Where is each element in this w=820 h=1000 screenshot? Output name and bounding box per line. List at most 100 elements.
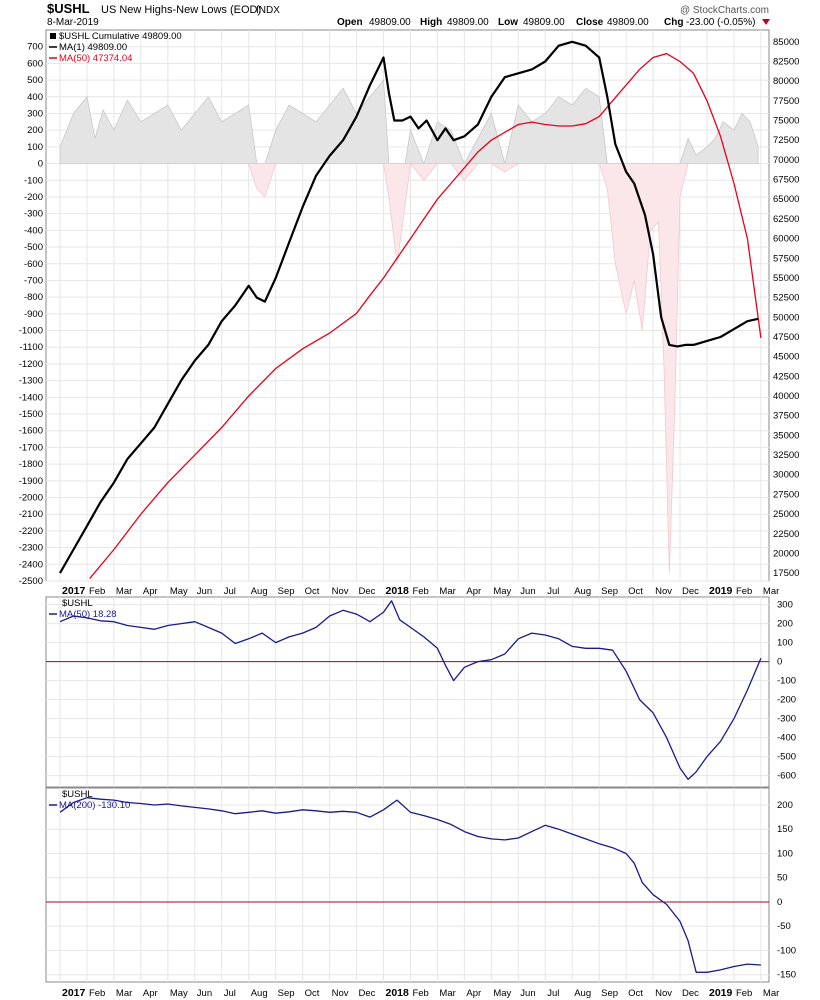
left-tick-label: -2400 [19, 559, 43, 570]
right-tick-label: 100 [777, 848, 793, 859]
main-panel: 700 600 500 400 300 200 100 0 -100 -200 -300 -400 -5… [19, 30, 799, 587]
legend-swatch-square [50, 33, 56, 39]
left-tick-label: -1200 [19, 359, 43, 370]
right-tick-label: 82500 [773, 56, 799, 67]
legend-text: MA(1) 49809.00 [59, 42, 127, 53]
left-tick-label: -2300 [19, 543, 43, 554]
right-tick-label: 300 [777, 600, 793, 611]
left-tick-label: 0 [38, 159, 43, 170]
ma50-panel: 300 200 100 0 -100 -200 -300 -400 -500 -600 $USHLM… [46, 597, 796, 787]
right-tick-label: 32500 [773, 450, 799, 461]
right-tick-label: 27500 [773, 489, 799, 500]
right-tick-label: 0 [777, 897, 782, 908]
x-tick-label: Feb [736, 988, 752, 999]
watermark: @ StockCharts.com [680, 5, 769, 16]
x-tick-label: Dec [682, 988, 699, 999]
left-tick-label: 700 [27, 42, 43, 53]
right-tick-label: 77500 [773, 96, 799, 107]
right-tick-label: 80000 [773, 76, 799, 87]
right-tick-label: 100 [777, 638, 793, 649]
low-value: 49809.00 [523, 17, 565, 28]
chg-label: Chg [664, 17, 683, 28]
left-tick-label: -2500 [19, 576, 43, 587]
left-tick-label: 300 [27, 108, 43, 119]
right-tick-label: 150 [777, 824, 793, 835]
right-tick-label: -200 [777, 695, 796, 706]
right-tick-label: 30000 [773, 470, 799, 481]
x-tick-label: Jun [197, 586, 212, 597]
right-tick-label: 50000 [773, 312, 799, 323]
x-tick-label: Oct [305, 988, 320, 999]
x-tick-label: Oct [305, 586, 320, 597]
right-tick-label: 42500 [773, 371, 799, 382]
x-tick-label: Nov [655, 988, 672, 999]
x-tick-label: Jun [197, 988, 212, 999]
high-label: High [420, 17, 442, 28]
x-tick-label: 2019 [709, 585, 733, 597]
right-tick-label: 85000 [773, 37, 799, 48]
left-tick-label: -700 [24, 275, 43, 286]
right-tick-label: -100 [777, 676, 796, 687]
x-tick-label: Jul [547, 586, 559, 597]
x-tick-label: Apr [143, 586, 158, 597]
left-tick-label: -1600 [19, 426, 43, 437]
left-tick-label: -1500 [19, 409, 43, 420]
x-tick-label: Jul [224, 988, 236, 999]
legend-text: $USHL Cumulative 49809.00 [59, 31, 182, 42]
right-tick-label: 47500 [773, 332, 799, 343]
right-tick-label: 22500 [773, 529, 799, 540]
left-tick-label: 100 [27, 142, 43, 153]
x-tick-label: Feb [412, 988, 428, 999]
histogram-negative-area [59, 162, 759, 573]
x-tick-label: Jun [520, 586, 535, 597]
bottom-x-axis: 2017 Feb Mar Apr May Jun Jul Aug Sep Oct Nov Dec 201… [62, 987, 779, 999]
right-tick-label: 75000 [773, 116, 799, 127]
x-tick-label: 2018 [385, 987, 409, 999]
x-tick-label: 2017 [62, 987, 86, 999]
x-tick-label: Mar [116, 586, 132, 597]
left-tick-label: -1400 [19, 392, 43, 403]
right-tick-label: 52500 [773, 293, 799, 304]
ma200-panel-frame [45, 787, 770, 983]
right-tick-label: -600 [777, 771, 796, 782]
x-tick-label: Feb [89, 586, 105, 597]
legend-text: MA(50) 47374.04 [59, 53, 132, 64]
right-tick-label: 200 [777, 800, 793, 811]
x-tick-label: Aug [251, 586, 268, 597]
right-tick-label: -300 [777, 714, 796, 725]
x-tick-label: Sep [278, 988, 295, 999]
x-tick-label: Jun [520, 988, 535, 999]
right-tick-label: 17500 [773, 568, 799, 579]
ma50-series-line [89, 52, 762, 580]
left-tick-label: 600 [27, 58, 43, 69]
left-tick-label: 500 [27, 75, 43, 86]
x-tick-label: Jul [224, 586, 236, 597]
left-tick-label: -300 [24, 209, 43, 220]
ma50-panel-frame [45, 596, 770, 788]
right-tick-label: 57500 [773, 253, 799, 264]
x-tick-label: Dec [359, 988, 376, 999]
x-tick-label: Nov [655, 586, 672, 597]
x-tick-label: Aug [251, 988, 268, 999]
right-tick-label: 62500 [773, 214, 799, 225]
left-tick-label: -400 [24, 225, 43, 236]
x-tick-label: Mar [763, 586, 779, 597]
x-tick-label: Aug [574, 988, 591, 999]
x-tick-label: Jul [547, 988, 559, 999]
open-label: Open [337, 17, 363, 28]
left-tick-label: -1100 [19, 342, 43, 353]
right-tick-label: -400 [777, 733, 796, 744]
left-tick-label: -1300 [19, 376, 43, 387]
right-tick-label: 55000 [773, 273, 799, 284]
right-tick-label: -500 [777, 752, 796, 763]
legend-text: MA(200) -130.10 [59, 800, 130, 811]
x-tick-label: Mar [116, 988, 132, 999]
left-tick-label: -1800 [19, 459, 43, 470]
chart-header: $USHL US New Highs-New Lows (EOD) INDX 8… [47, 1, 770, 28]
right-tick-label: 35000 [773, 430, 799, 441]
x-tick-label: Dec [682, 586, 699, 597]
x-tick-label: Sep [601, 988, 618, 999]
